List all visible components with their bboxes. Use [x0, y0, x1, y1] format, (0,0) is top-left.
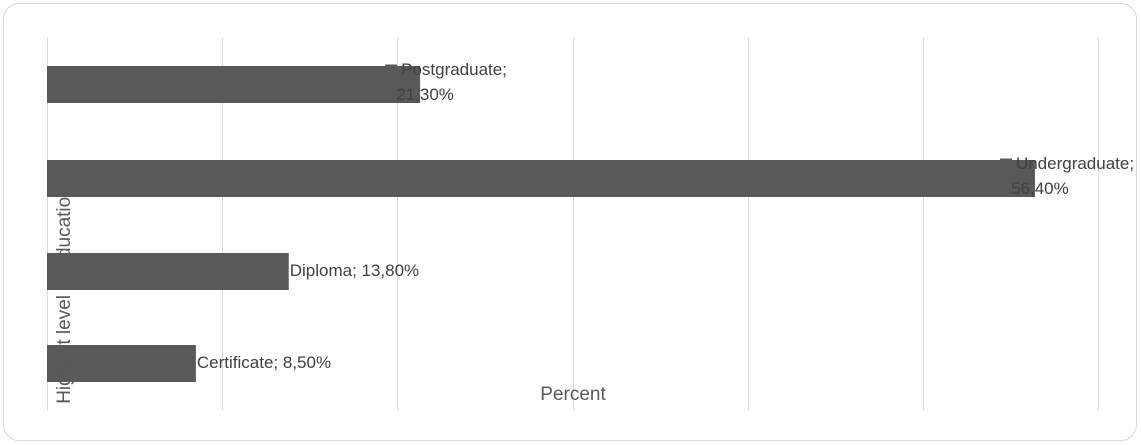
bar-diploma — [47, 253, 289, 290]
data-label-postgraduate: 21,30% — [396, 85, 454, 104]
y-axis-title: Highest level of education — [54, 186, 75, 404]
data-label-undergraduate: Undergraduate; — [1016, 154, 1134, 173]
label-marker-postgraduate — [385, 64, 398, 77]
label-marker-certificate — [178, 357, 191, 370]
bar-postgraduate — [47, 66, 421, 103]
label-marker-undergraduate — [999, 158, 1012, 171]
data-label-undergraduate: 56,40% — [1011, 179, 1069, 198]
bar-undergraduate — [47, 160, 1035, 197]
bars — [47, 66, 1035, 382]
data-label-certificate: Certificate; 8,50% — [197, 353, 331, 372]
data-labels: Postgraduate; 21,30% Undergraduate; 56,40% D… — [178, 60, 1134, 372]
bar-certificate — [47, 345, 196, 382]
data-label-postgraduate: Postgraduate; — [401, 60, 507, 79]
label-marker-diploma — [271, 265, 284, 278]
data-label-diploma: Diploma; 13,80% — [290, 261, 419, 280]
x-axis-title: Percent — [540, 384, 606, 405]
